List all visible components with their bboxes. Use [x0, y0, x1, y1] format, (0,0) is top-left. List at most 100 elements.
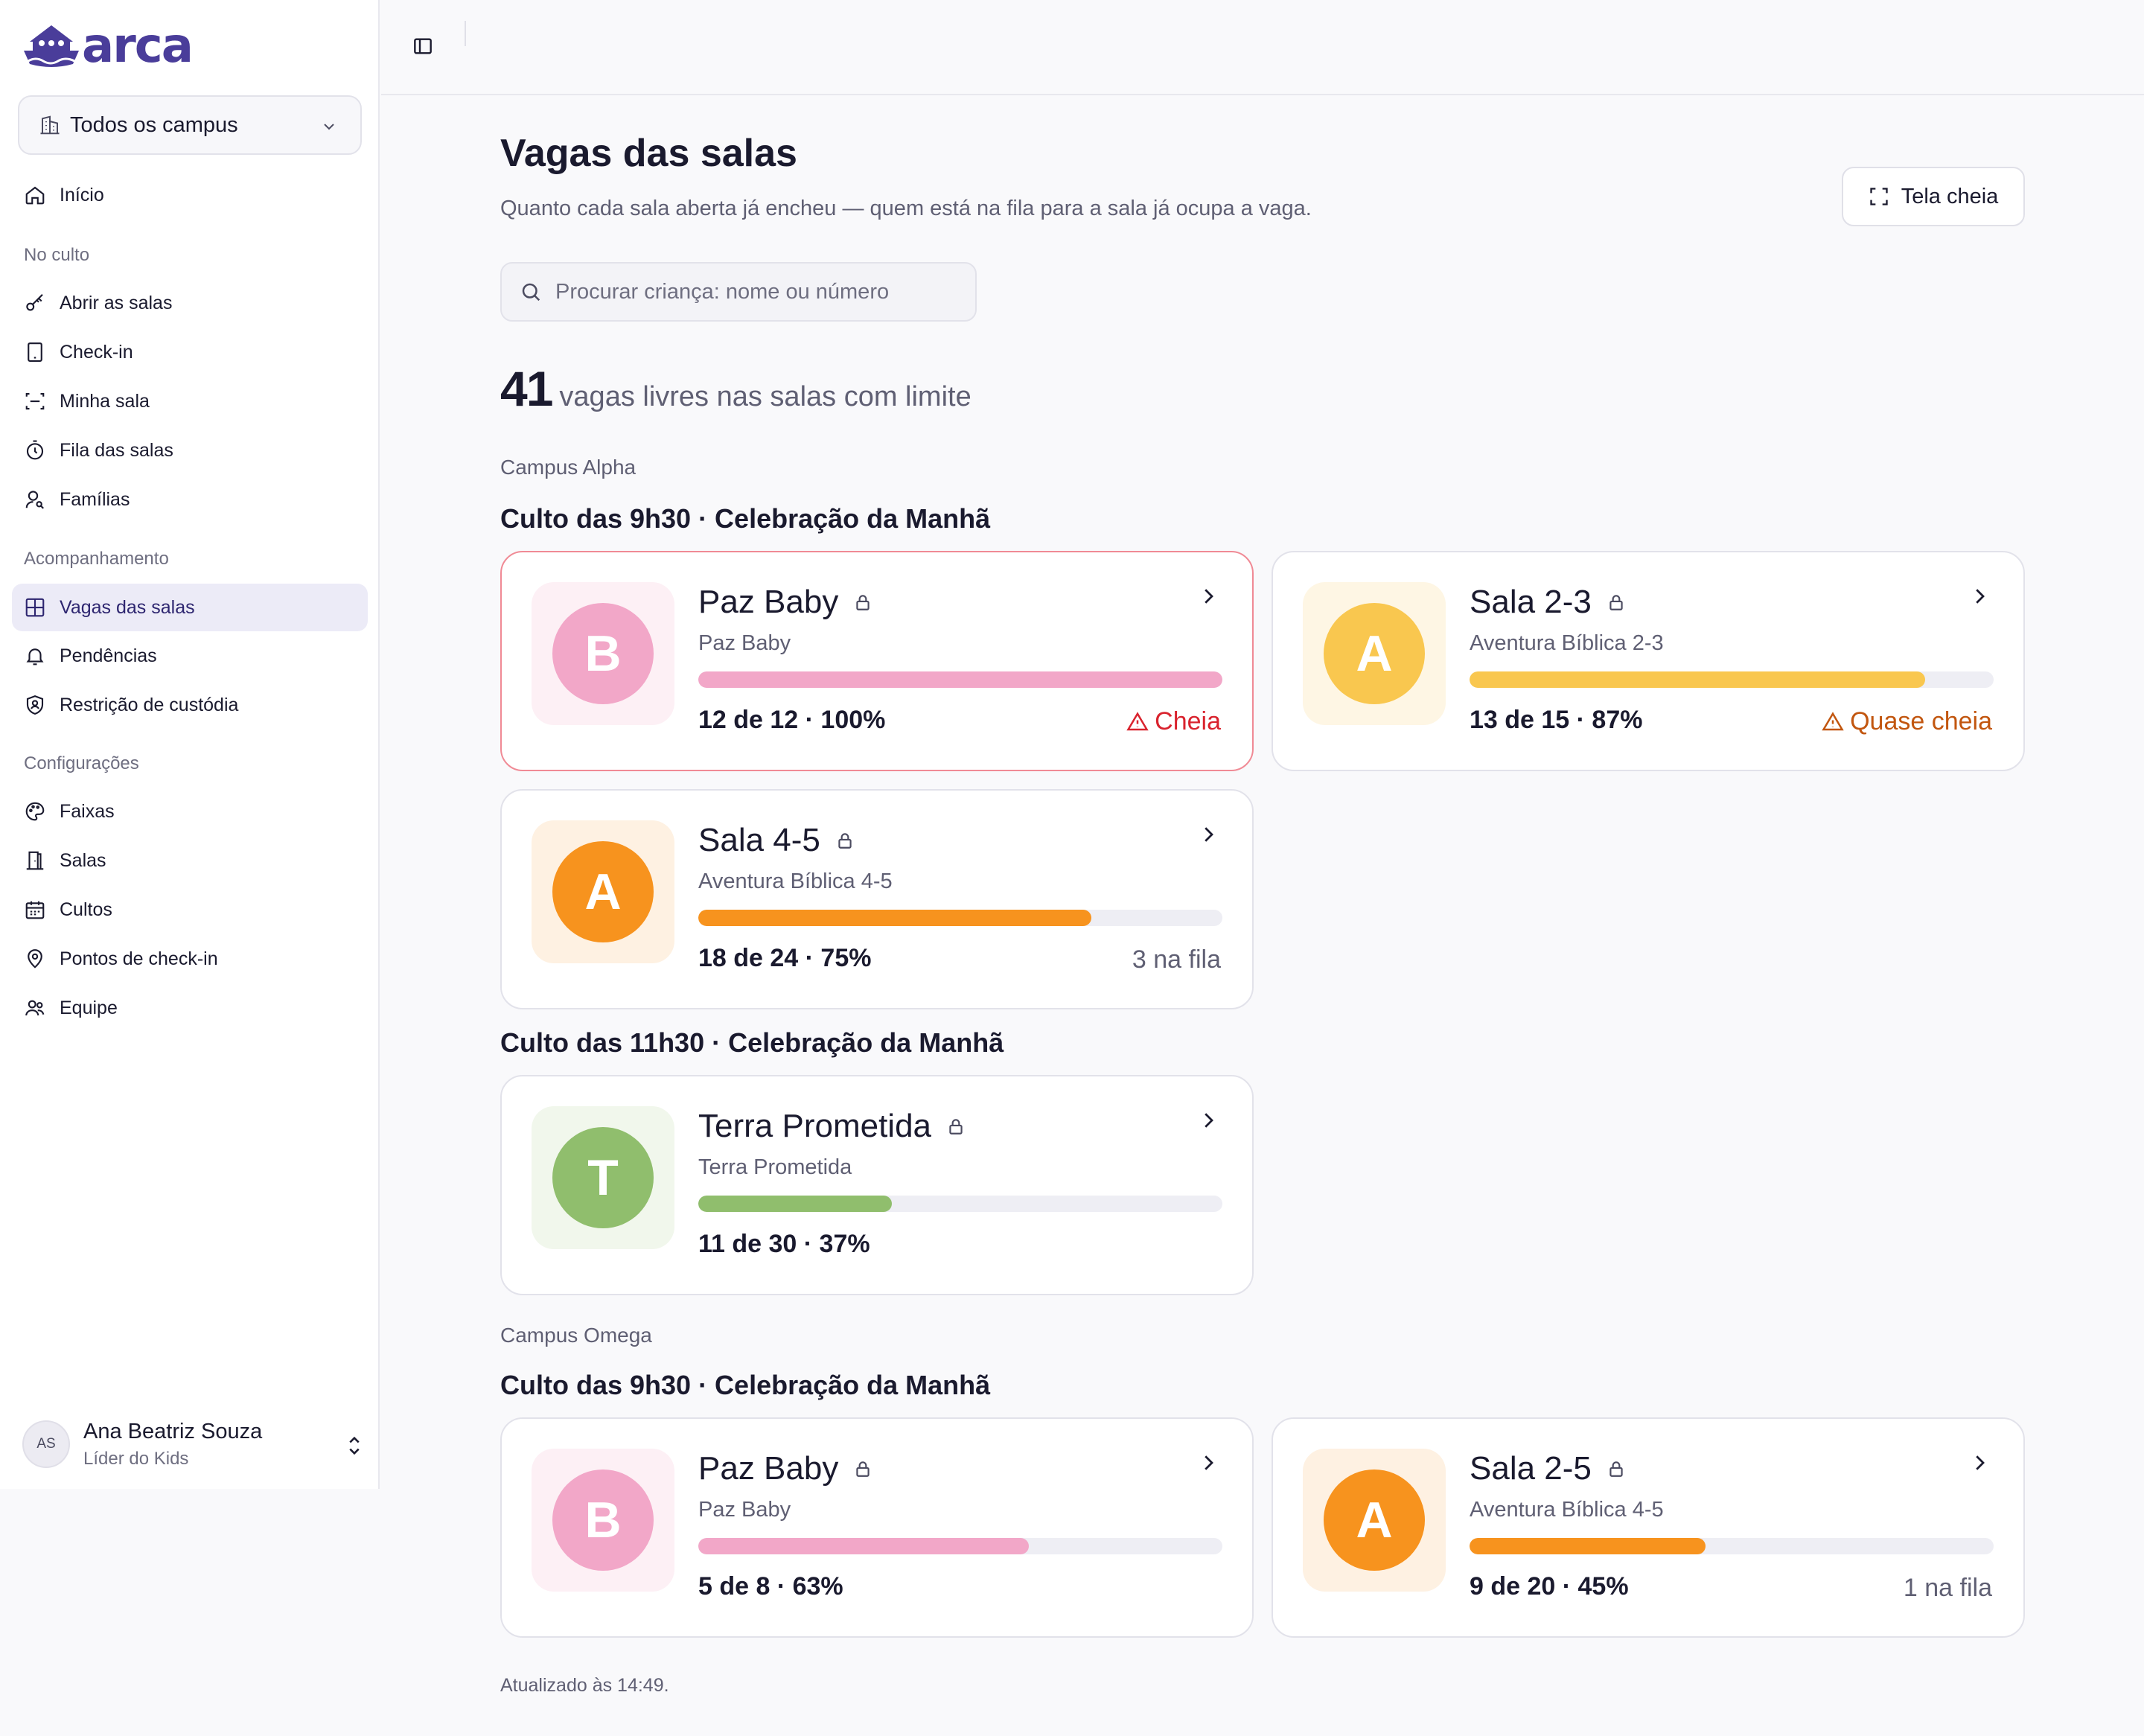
room-status-text: 3 na fila [1132, 945, 1221, 974]
room-name: Sala 2-3 [1470, 584, 1592, 620]
room-subtitle: Paz Baby [698, 1498, 791, 1522]
room-letter-icon: A [552, 841, 654, 942]
room-count: 13 de 15 · 87% [1470, 706, 1643, 734]
room-subtitle: Aventura Bíblica 2-3 [1470, 631, 1664, 655]
lock-icon [949, 1119, 963, 1135]
chevron-right-icon [1205, 589, 1213, 604]
home-icon [25, 186, 45, 205]
room-card[interactable]: A Sala 2-3 Aventura Bíblica 2-3 13 de 15… [1272, 551, 2025, 771]
free-spots-label: vagas livres nas salas com limite [559, 381, 972, 412]
sidebar-item-minha-sala[interactable]: Minha sala [12, 377, 368, 425]
lock-icon [838, 833, 852, 849]
chevron-right-icon [1205, 1113, 1213, 1128]
room-status-text: Quase cheia [1850, 707, 1992, 735]
sidebar-item-label: Faixas [60, 800, 115, 822]
fullscreen-button[interactable]: Tela cheia [1842, 167, 2025, 226]
user-menu[interactable]: AS Ana Beatriz Souza Líder do Kids [22, 1414, 365, 1474]
sidebar-item-vagas-salas[interactable]: Vagas das salas [12, 584, 368, 631]
sidebar-item-label: Salas [60, 849, 106, 871]
sidebar-item-faixas[interactable]: Faixas [12, 788, 368, 835]
campus-label: Campus Alpha [500, 456, 636, 479]
top-bar [381, 0, 2144, 95]
room-status: Cheia [1126, 707, 1221, 736]
sidebar-item-cultos[interactable]: Cultos [12, 886, 368, 934]
sidebar-item-familias[interactable]: Famílias [12, 476, 368, 523]
sidebar-item-equipe[interactable]: Equipe [12, 984, 368, 1032]
sidebar-item-label: Cultos [60, 899, 112, 920]
room-count: 5 de 8 · 63% [698, 1572, 843, 1601]
user-search-icon [25, 491, 45, 509]
room-letter-icon: T [552, 1127, 654, 1228]
room-letter-icon: B [552, 603, 654, 704]
page-title: Vagas das salas [500, 132, 797, 175]
sidebar-item-label: Fila das salas [60, 439, 173, 461]
room-status: Quase cheia [1822, 707, 1992, 736]
chevron-right-icon [1205, 1455, 1213, 1470]
sidebar: arca Todos os campus Início No culto Abr… [0, 0, 380, 1489]
room-icon-tile: A [532, 820, 674, 963]
sidebar-toggle-icon[interactable] [411, 34, 435, 58]
lock-icon [1609, 1461, 1623, 1477]
scan-icon [25, 392, 45, 410]
campus-label: Campus Omega [500, 1324, 652, 1347]
occupancy-bar-fill [698, 1538, 1029, 1554]
lock-icon [856, 1461, 870, 1477]
tablet-icon [28, 342, 42, 362]
chevron-right-icon [1976, 589, 1985, 604]
divider [465, 21, 466, 46]
room-status-text: 1 na fila [1903, 1574, 1992, 1602]
room-count: 9 de 20 · 45% [1470, 1572, 1629, 1601]
sidebar-item-abrir-salas[interactable]: Abrir as salas [12, 279, 368, 327]
room-status-text: Cheia [1155, 707, 1221, 735]
ark-logo-icon [24, 25, 79, 67]
sidebar-item-check-in[interactable]: Check-in [12, 328, 368, 376]
arca-logo[interactable]: arca [22, 19, 194, 74]
room-card[interactable]: A Sala 2-5 Aventura Bíblica 4-5 9 de 20 … [1272, 1417, 2025, 1638]
door-icon [26, 851, 44, 870]
room-card[interactable]: T Terra Prometida Terra Prometida 11 de … [500, 1075, 1254, 1295]
room-letter-icon: A [1324, 1469, 1425, 1571]
fullscreen-icon [1870, 188, 1888, 205]
updated-timestamp: Atualizado às 14:49. [500, 1675, 669, 1696]
room-icon-tile: A [1303, 1449, 1446, 1592]
nav-group-label: Configurações [24, 753, 139, 773]
room-card[interactable]: A Sala 4-5 Aventura Bíblica 4-5 18 de 24… [500, 789, 1254, 1009]
calendar-icon [25, 901, 45, 919]
search-input[interactable] [555, 279, 972, 304]
room-count: 12 de 12 · 100% [698, 706, 886, 734]
room-name: Paz Baby [698, 584, 839, 620]
room-letter-icon: B [552, 1469, 654, 1571]
sidebar-item-restricao-custodia[interactable]: Restrição de custódia [12, 681, 368, 729]
sidebar-item-fila-salas[interactable]: Fila das salas [12, 427, 368, 474]
sidebar-item-pontos-check-in[interactable]: Pontos de check-in [12, 935, 368, 983]
sidebar-item-inicio[interactable]: Início [12, 171, 368, 219]
occupancy-bar [698, 671, 1222, 688]
shield-user-icon [26, 695, 44, 715]
sidebar-item-label: Pendências [60, 645, 157, 666]
sidebar-item-label: Início [60, 184, 104, 205]
sidebar-item-label: Check-in [60, 341, 133, 363]
sidebar-item-salas[interactable]: Salas [12, 837, 368, 884]
room-icon-tile: B [532, 582, 674, 725]
free-spots-summary: 41 vagas livres nas salas com limite [500, 360, 972, 417]
campus-select[interactable]: Todos os campus [18, 95, 362, 155]
occupancy-bar-fill [1470, 671, 1926, 688]
chevron-right-icon [1976, 1455, 1985, 1470]
room-count: 11 de 30 · 37% [698, 1230, 870, 1258]
map-pin-icon [28, 949, 42, 968]
campus-select-value: Todos os campus [70, 112, 238, 137]
sidebar-item-pendencias[interactable]: Pendências [12, 632, 368, 680]
room-name: Paz Baby [698, 1450, 839, 1487]
users-icon [25, 1000, 45, 1016]
warning-icon [1822, 711, 1844, 730]
room-card[interactable]: B Paz Baby Paz Baby 12 de 12 · 100% Chei… [500, 551, 1254, 771]
lock-icon [1609, 595, 1623, 610]
sidebar-item-label: Minha sala [60, 390, 150, 412]
room-subtitle: Terra Prometida [698, 1155, 852, 1179]
fullscreen-label: Tela cheia [1901, 184, 1999, 208]
room-card[interactable]: B Paz Baby Paz Baby 5 de 8 · 63% [500, 1417, 1254, 1638]
chevron-right-icon [1205, 827, 1213, 842]
search-box [500, 262, 977, 322]
room-icon-tile: B [532, 1449, 674, 1592]
brand-name: arca [82, 19, 194, 74]
